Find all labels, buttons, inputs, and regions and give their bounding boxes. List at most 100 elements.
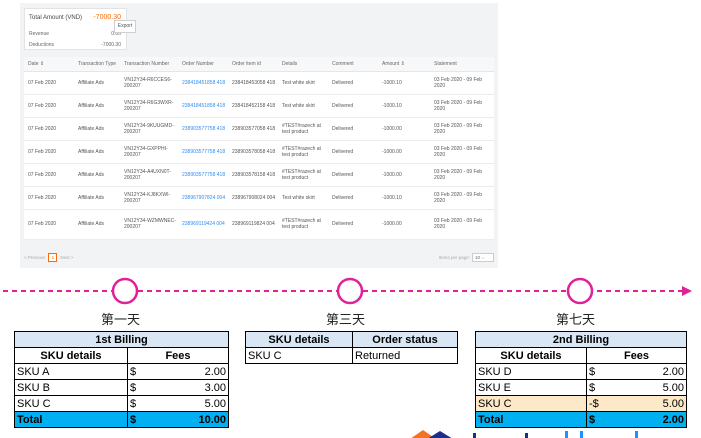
currency: $	[589, 381, 596, 394]
total-fee-value: 2.00	[662, 413, 685, 426]
sort-icon[interactable]: ⇕	[399, 60, 405, 67]
page-number-button[interactable]: 1	[48, 253, 58, 262]
details-cell: Test white skirt	[278, 186, 328, 210]
item-cell: 238418453058 418	[228, 71, 278, 95]
currency: $	[589, 413, 596, 426]
order-cell[interactable]: 238903577758 418	[178, 140, 228, 164]
type-cell: Affiliate Ads	[74, 117, 120, 141]
fee-value: 2.00	[662, 365, 685, 378]
item-cell: 238418452158 418	[228, 94, 278, 118]
total-fee-cell: $10.00	[127, 411, 229, 428]
amount-cell: -1000.00	[378, 140, 430, 164]
column-header-label: Details	[282, 60, 298, 67]
amount-cell: -1000.00	[378, 117, 430, 141]
day7-label: 第七天	[556, 313, 596, 328]
currency: $	[130, 365, 137, 378]
order-cell[interactable]: 238903577758 418	[178, 117, 228, 141]
date-cell: 07 Feb 2020	[24, 140, 74, 164]
deductions-value: -7000.30	[101, 42, 121, 48]
order-cell[interactable]: 238418451858 418	[178, 71, 228, 95]
date-cell: 07 Feb 2020	[24, 186, 74, 210]
currency: $	[130, 381, 137, 394]
type-cell: Affiliate Ads	[74, 209, 120, 240]
column-header: Order Number	[178, 57, 228, 72]
comment-cell: Delivered	[328, 163, 378, 187]
items-per-page-label: Items per page:	[438, 255, 470, 260]
date-cell: 07 Feb 2020	[24, 163, 74, 187]
total-label: Total	[475, 411, 587, 428]
details-cell: #TEST#razech at test product	[278, 163, 328, 187]
pagination: < Previous 1 Next >	[24, 253, 74, 262]
currency: $	[130, 397, 137, 410]
comment-cell: Delivered	[328, 117, 378, 141]
fee-value: 5.00	[662, 397, 685, 410]
comment-cell: Delivered	[328, 186, 378, 210]
statement-cell: 03 Feb 2020 - 09 Feb 2020	[430, 71, 494, 95]
table-row: 07 Feb 2020 Affiliate Ads VN12Y34-9KUUGMD-…	[24, 117, 494, 141]
total-label: Total	[14, 411, 128, 428]
column-header: Transaction Number	[120, 57, 178, 72]
sku-details-header: SKU details	[245, 331, 353, 348]
txn-cell: VN12Y34-R6G3WXR-200207	[120, 94, 178, 118]
details-cell: #TEST#razech at test product	[278, 140, 328, 164]
item-cell: 238969119824 004	[228, 209, 278, 240]
type-cell: Affiliate Ads	[74, 163, 120, 187]
table-row: 07 Feb 2020 Affiliate Ads VN12Y34-R6G3WXR-…	[24, 94, 494, 118]
column-header[interactable]: Date ⇕	[24, 57, 74, 72]
next-page-button[interactable]: Next >	[60, 255, 74, 260]
order-cell[interactable]: 238903577758 418	[178, 163, 228, 187]
items-per-page-select[interactable]: 10 ⌵	[472, 253, 494, 262]
sku-cell: SKU D	[475, 363, 587, 380]
column-header-label: Amount	[382, 60, 400, 67]
table-row: SKU D $2.00	[475, 363, 688, 380]
type-cell: Affiliate Ads	[74, 140, 120, 164]
table-row: SKU C $5.00	[14, 395, 229, 412]
fee-value: 2.00	[204, 365, 226, 378]
date-cell: 07 Feb 2020	[24, 117, 74, 141]
order-cell[interactable]: 238967907824 004	[178, 186, 228, 210]
statement-cell: 03 Feb 2020 - 09 Feb 2020	[430, 140, 494, 164]
day1-label: 第一天	[101, 313, 141, 328]
revenue-label: Revenue	[29, 31, 50, 37]
item-cell: 238903578158 418	[228, 163, 278, 187]
sort-icon[interactable]: ⇕	[38, 60, 45, 67]
summary-card: Total Amount (VND) -7000.30 Revenue 0.00 D…	[24, 8, 127, 50]
amount-cell: -1000.00	[378, 209, 430, 240]
table-row: 07 Feb 2020 Affiliate Ads VN12Y34-KJ8KXWI-…	[24, 186, 494, 210]
txn-cell: VN12Y34-9KUUGMD-200207	[120, 117, 178, 141]
fee-cell: $3.00	[127, 379, 229, 396]
table-row: 07 Feb 2020 Affiliate Ads VN12Y34-WZMWNEC-…	[24, 209, 494, 240]
column-header: Statement	[430, 57, 494, 72]
order-cell[interactable]: 238969119424 004	[178, 209, 228, 240]
amount-cell: -1000.00	[378, 163, 430, 187]
fee-value: 5.00	[204, 397, 226, 410]
sku-details-header: SKU details	[475, 347, 587, 364]
order-cell[interactable]: 238418451858 418	[178, 94, 228, 118]
items-per-page-value: 10	[475, 255, 481, 260]
previous-page-button[interactable]: < Previous	[24, 255, 46, 260]
first-billing-title: 1st Billing	[14, 331, 229, 348]
sku-cell: SKU C	[14, 395, 128, 412]
statement-cell: 03 Feb 2020 - 09 Feb 2020	[430, 117, 494, 141]
fee-cell: $5.00	[127, 395, 229, 412]
item-cell: 238967908024 004	[228, 186, 278, 210]
day3-label: 第三天	[326, 313, 366, 328]
second-billing-title: 2nd Billing	[474, 331, 688, 348]
order-status-header: Order status	[352, 331, 458, 348]
items-per-page: Items per page: 10 ⌵	[439, 253, 494, 262]
table-row: SKU A $2.00	[14, 363, 229, 380]
column-header-label: Order item id	[232, 60, 261, 67]
details-cell: #TEST#razech at test product	[278, 117, 328, 141]
currency: -$	[589, 397, 599, 410]
export-button[interactable]: Export	[114, 20, 136, 33]
brand-logo-icon	[411, 430, 638, 438]
timeline-node-day3	[336, 277, 364, 305]
item-cell: 238903578058 418	[228, 140, 278, 164]
statement-cell: 03 Feb 2020 - 09 Feb 2020	[430, 209, 494, 240]
order-status-table: SKU details Order status SKU C Returned	[245, 331, 458, 364]
total-amount-label: Total Amount (VND)	[29, 15, 83, 21]
first-billing-table: 1st Billing SKU details Fees SKU A $2.00…	[14, 331, 229, 428]
table-row: SKU E $5.00	[475, 379, 688, 396]
column-header[interactable]: Amount ⇕	[378, 57, 430, 72]
column-header-label: Transaction Number	[124, 60, 170, 67]
